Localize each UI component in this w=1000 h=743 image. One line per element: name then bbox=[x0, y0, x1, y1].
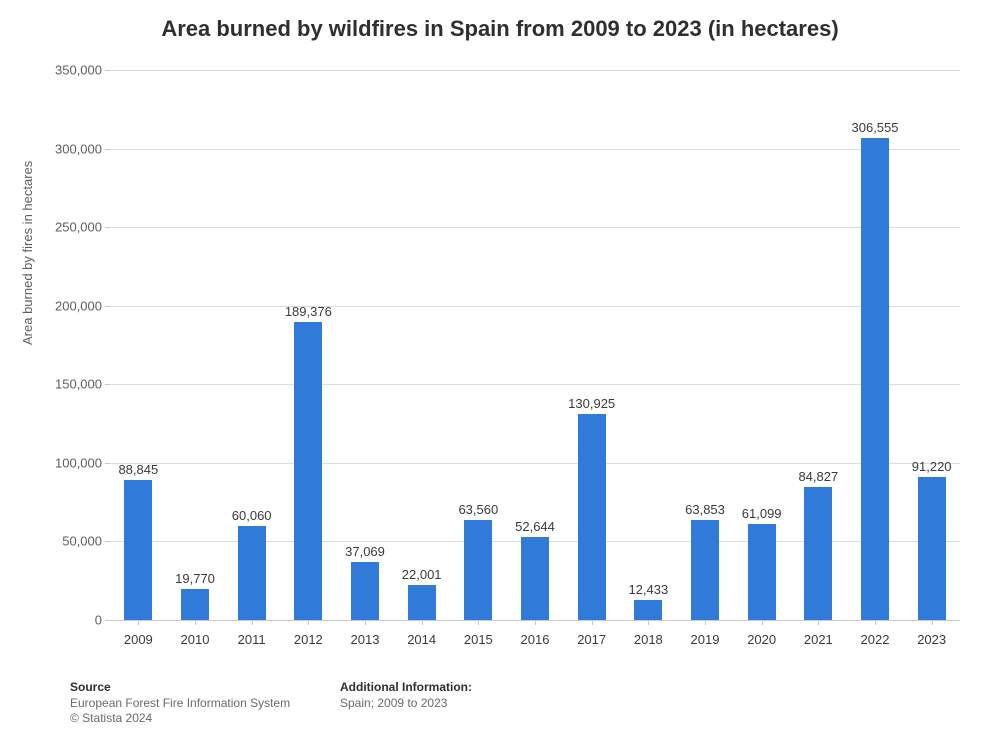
gridline bbox=[110, 463, 960, 464]
y-axis-label: 0 bbox=[7, 613, 102, 628]
bar-value-label: 52,644 bbox=[515, 519, 555, 534]
bar-value-label: 63,853 bbox=[685, 502, 725, 517]
bar bbox=[918, 477, 946, 620]
bar-value-label: 37,069 bbox=[345, 544, 385, 559]
x-axis-label: 2020 bbox=[747, 632, 776, 647]
x-tick bbox=[535, 620, 536, 625]
bar-value-label: 63,560 bbox=[458, 502, 498, 517]
y-tick bbox=[105, 149, 110, 150]
y-axis-title: Area burned by fires in hectares bbox=[20, 161, 35, 345]
x-tick bbox=[365, 620, 366, 625]
y-tick bbox=[105, 70, 110, 71]
source-heading: Source bbox=[70, 680, 290, 694]
bar-value-label: 88,845 bbox=[118, 462, 158, 477]
gridline bbox=[110, 384, 960, 385]
x-tick bbox=[252, 620, 253, 625]
y-axis-label: 200,000 bbox=[7, 298, 102, 313]
x-tick bbox=[818, 620, 819, 625]
footer-source: Source European Forest Fire Information … bbox=[70, 680, 290, 725]
gridline bbox=[110, 227, 960, 228]
y-axis-label: 250,000 bbox=[7, 220, 102, 235]
bar bbox=[804, 487, 832, 620]
additional-line1: Spain; 2009 to 2023 bbox=[340, 696, 472, 710]
x-tick bbox=[762, 620, 763, 625]
y-tick bbox=[105, 306, 110, 307]
y-axis-label: 300,000 bbox=[7, 141, 102, 156]
y-tick bbox=[105, 463, 110, 464]
x-axis-label: 2010 bbox=[181, 632, 210, 647]
gridline bbox=[110, 306, 960, 307]
bar bbox=[634, 600, 662, 620]
bar bbox=[748, 524, 776, 620]
x-tick bbox=[138, 620, 139, 625]
y-tick bbox=[105, 384, 110, 385]
bar bbox=[351, 562, 379, 620]
x-axis-label: 2011 bbox=[238, 632, 266, 647]
bar-value-label: 60,060 bbox=[232, 508, 272, 523]
x-tick bbox=[932, 620, 933, 625]
bar-value-label: 91,220 bbox=[912, 459, 952, 474]
bar bbox=[861, 138, 889, 620]
x-tick bbox=[422, 620, 423, 625]
x-tick bbox=[648, 620, 649, 625]
bar bbox=[181, 589, 209, 620]
x-axis-label: 2016 bbox=[521, 632, 550, 647]
source-line2: © Statista 2024 bbox=[70, 711, 290, 725]
bar-value-label: 84,827 bbox=[798, 469, 838, 484]
gridline bbox=[110, 149, 960, 150]
y-axis-label: 100,000 bbox=[7, 455, 102, 470]
x-axis-label: 2017 bbox=[577, 632, 606, 647]
x-axis-label: 2019 bbox=[691, 632, 720, 647]
bar bbox=[578, 414, 606, 620]
plot-area: 050,000100,000150,000200,000250,000300,0… bbox=[110, 70, 960, 620]
bar bbox=[521, 537, 549, 620]
x-tick bbox=[308, 620, 309, 625]
bar-value-label: 189,376 bbox=[285, 304, 332, 319]
bar bbox=[294, 322, 322, 620]
x-tick bbox=[705, 620, 706, 625]
source-line1: European Forest Fire Information System bbox=[70, 696, 290, 710]
bar-value-label: 22,001 bbox=[402, 567, 442, 582]
x-axis-label: 2014 bbox=[407, 632, 436, 647]
additional-heading: Additional Information: bbox=[340, 680, 472, 694]
x-axis-label: 2015 bbox=[464, 632, 493, 647]
x-tick bbox=[875, 620, 876, 625]
x-axis-label: 2021 bbox=[804, 632, 833, 647]
bar-value-label: 61,099 bbox=[742, 506, 782, 521]
bar bbox=[464, 520, 492, 620]
gridline bbox=[110, 70, 960, 71]
y-tick bbox=[105, 541, 110, 542]
bar bbox=[691, 520, 719, 620]
x-tick bbox=[195, 620, 196, 625]
bar bbox=[408, 585, 436, 620]
y-axis-label: 50,000 bbox=[7, 534, 102, 549]
y-tick bbox=[105, 227, 110, 228]
x-axis-label: 2023 bbox=[917, 632, 946, 647]
y-axis-label: 150,000 bbox=[7, 377, 102, 392]
bar bbox=[238, 526, 266, 620]
bar-value-label: 130,925 bbox=[568, 396, 615, 411]
bar bbox=[124, 480, 152, 620]
y-axis-label: 350,000 bbox=[7, 63, 102, 78]
x-tick bbox=[592, 620, 593, 625]
x-axis-label: 2012 bbox=[294, 632, 323, 647]
bar-value-label: 19,770 bbox=[175, 571, 215, 586]
x-axis-label: 2022 bbox=[861, 632, 890, 647]
x-axis-label: 2018 bbox=[634, 632, 663, 647]
x-axis-label: 2013 bbox=[351, 632, 380, 647]
chart-title: Area burned by wildfires in Spain from 2… bbox=[0, 16, 1000, 42]
y-tick bbox=[105, 620, 110, 621]
x-tick bbox=[478, 620, 479, 625]
bar-value-label: 12,433 bbox=[628, 582, 668, 597]
bar-value-label: 306,555 bbox=[852, 120, 899, 135]
footer-additional: Additional Information: Spain; 2009 to 2… bbox=[340, 680, 472, 710]
x-axis-label: 2009 bbox=[124, 632, 153, 647]
chart-container: Area burned by wildfires in Spain from 2… bbox=[0, 0, 1000, 743]
